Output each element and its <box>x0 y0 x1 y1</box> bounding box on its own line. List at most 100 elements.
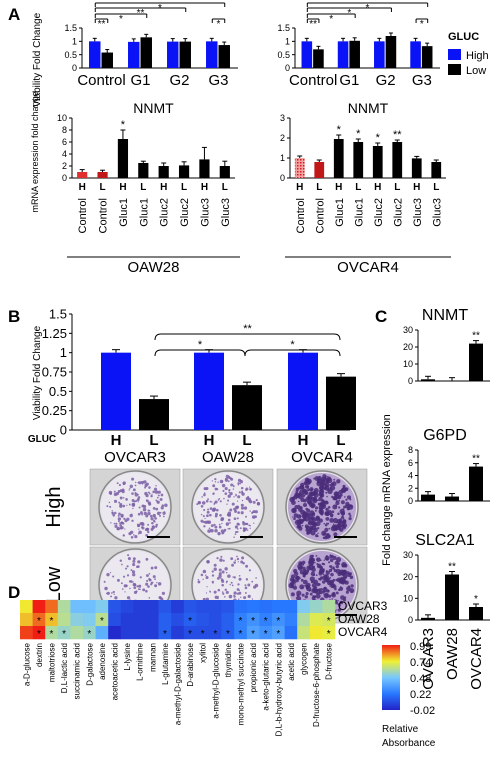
b-plate-high-colony <box>318 476 321 478</box>
b-plate-high-colony <box>141 483 144 485</box>
b-level-label: L <box>242 432 251 449</box>
a-left-mrna-bar <box>219 166 230 178</box>
b-plate-high-colony <box>312 522 318 528</box>
b-plate-low-colony <box>339 586 342 589</box>
d-heatmap-cell <box>83 613 96 627</box>
a-left-mrna-title: NNMT <box>133 100 174 116</box>
b-chart-y-tick-label: 1.5 <box>49 307 67 322</box>
a-left-top-bar-low <box>101 52 113 68</box>
b-plate-high-colony <box>341 522 348 528</box>
b-plate-high-colony <box>331 481 337 487</box>
b-plate-low-colony <box>120 582 123 585</box>
b-plate-low-colony <box>299 584 305 590</box>
b-plate-high-dish <box>194 473 262 541</box>
b-plate-high-colony <box>243 527 247 531</box>
panel-letter-b: B <box>8 307 20 326</box>
b-plate-low-colony <box>301 593 305 597</box>
d-legend-tick-label: 0.99 <box>410 641 431 653</box>
b-plate-high-colony <box>122 504 126 508</box>
b-plate-high-colony <box>249 487 252 491</box>
b-plate-high-colony <box>113 490 116 493</box>
b-plate-high-colony <box>131 477 135 481</box>
b-plate-high-colony <box>148 492 151 495</box>
b-plate-low-colony <box>335 578 339 582</box>
b-plate-low-colony <box>245 564 249 568</box>
b-plate-high-colony <box>213 502 216 505</box>
b-plate-high-colony <box>235 525 238 527</box>
b-plate-high-colony <box>327 506 331 509</box>
b-plate-high-colony <box>339 527 344 532</box>
c-slc2a1-y-tick-label: 10 <box>403 593 413 603</box>
b-plate-high-colony <box>109 505 112 508</box>
c-star: ** <box>472 331 480 342</box>
b-plate-high-colony <box>209 507 213 511</box>
b-plate-high-colony <box>212 484 216 488</box>
b-plate-high-colony <box>300 497 305 502</box>
b-plate-high-colony <box>305 507 309 511</box>
b-plate-high-colony <box>138 528 140 530</box>
b-plate-low-colony <box>244 586 248 590</box>
c-star: ** <box>472 454 480 465</box>
b-plate-high-colony <box>217 481 219 483</box>
d-heatmap-cell <box>297 626 311 640</box>
a-right-top-bar-high <box>374 41 385 68</box>
b-plate-high-colony <box>224 477 228 480</box>
b-plate-low-colony <box>129 587 131 590</box>
d-column-label: D-fructose <box>325 642 334 679</box>
b-plate-high-colony <box>152 507 156 510</box>
b-plate-high-colony <box>336 479 341 484</box>
b-plate-low-colony <box>197 579 200 581</box>
b-plate-high-colony <box>128 532 132 536</box>
b-plate-low-colony <box>222 559 225 562</box>
d-heatmap-cell <box>322 613 336 627</box>
b-plate-high-colony <box>335 521 338 524</box>
b-plate-low-colony <box>106 591 110 595</box>
b-plate-low-colony <box>221 579 225 583</box>
b-plate-low-colony <box>236 555 238 558</box>
b-plate-high-colony <box>307 488 311 492</box>
b-plate-high-colony <box>325 491 328 494</box>
b-plate-high-colony <box>196 503 199 506</box>
b-plate-high-colony <box>317 532 319 535</box>
b-plate-high-colony <box>316 499 319 502</box>
d-heatmap-cell <box>183 626 197 640</box>
d-column-label: succinamic acid <box>73 643 82 699</box>
d-heatmap-cell <box>70 626 84 640</box>
b-plate-high-colony <box>321 530 327 536</box>
d-heatmap-cell <box>221 600 235 614</box>
c-category-label: OVCAR3 <box>420 628 437 690</box>
a-left-mrna-category-label: Gluc1 <box>138 198 150 227</box>
b-plate-high-colony <box>137 496 141 499</box>
b-plate-high-colony <box>113 511 117 515</box>
b-plate-high-colony <box>197 501 201 504</box>
b-plate-high-colony <box>116 526 121 531</box>
b-plate-low-colony <box>205 574 207 577</box>
b-plate-high-colony <box>245 487 249 491</box>
b-plate-high-colony <box>324 523 328 527</box>
b-plate-high-colony <box>235 493 237 496</box>
b-plate-high-colony <box>160 506 164 510</box>
b-plate-high-colony <box>335 500 340 506</box>
c-g6pd-bar <box>421 494 435 501</box>
b-plate-low-colony <box>160 597 164 601</box>
b-plate-high-colony <box>218 497 221 500</box>
b-plate-low-colony <box>197 580 201 584</box>
b-plate-high-colony <box>321 476 326 482</box>
b-plate-high-colony <box>209 513 212 517</box>
d-heatmap-cell <box>284 626 298 640</box>
a-left-mrna-level-label: L <box>181 182 187 193</box>
c-nnmt-y-tick-label: 30 <box>403 325 413 335</box>
d-heatmap-cell <box>95 626 109 640</box>
b-plate-low-colony <box>308 557 314 563</box>
d-heatmap-cell <box>45 613 59 627</box>
b-plate-low-colony <box>296 594 300 597</box>
b-plate-low-colony <box>329 598 331 601</box>
b-plate-low-colony <box>305 586 309 590</box>
b-plate-high-colony <box>144 491 148 496</box>
b-plate-low-colony <box>237 561 239 563</box>
c-g6pd-y-tick-label: 4 <box>408 471 413 481</box>
b-plate-high-colony <box>234 505 239 510</box>
b-plate-high-colony <box>328 527 331 530</box>
b-plate-high-colony <box>232 488 235 490</box>
b-plate-low-colony <box>315 555 318 557</box>
